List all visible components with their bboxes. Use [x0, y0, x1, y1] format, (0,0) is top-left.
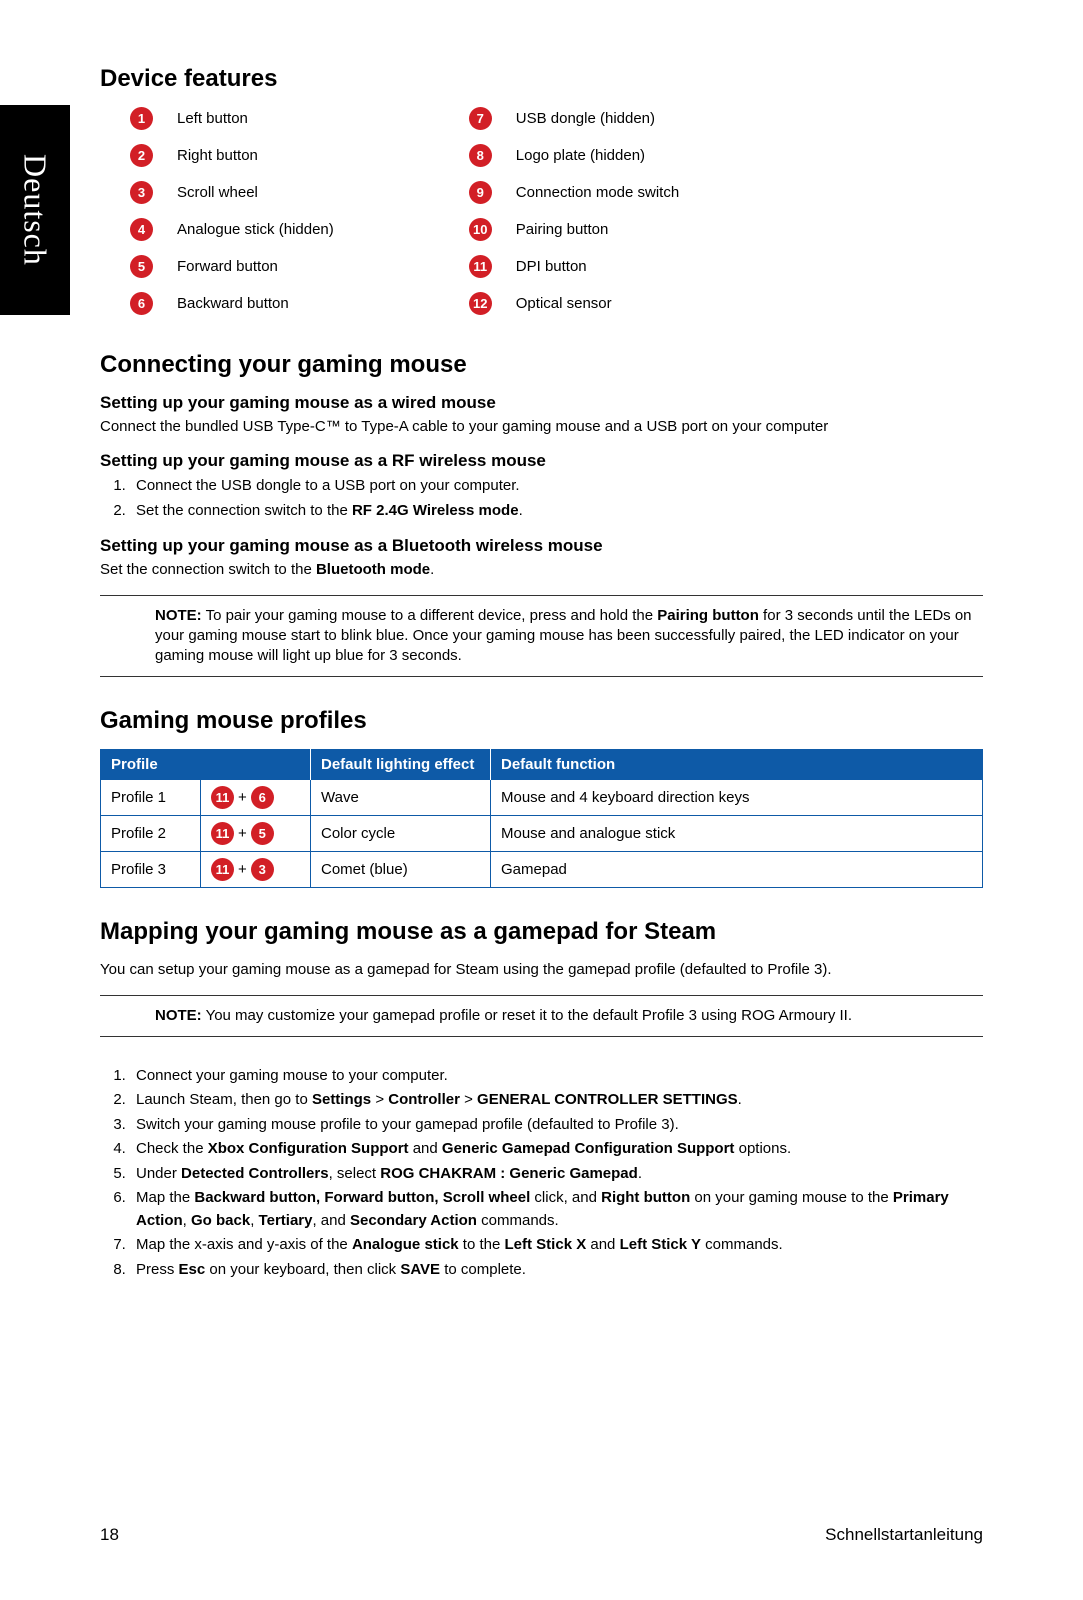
mapping-title: Mapping your gaming mouse as a gamepad f… [100, 918, 983, 946]
feature-row: 6 Backward button [130, 292, 334, 315]
feature-label: Backward button [177, 295, 289, 312]
number-badge: 6 [130, 292, 153, 315]
mapping-note: NOTE: You may customize your gamepad pro… [100, 995, 983, 1037]
number-badge: 11 [469, 255, 492, 278]
profiles-title: Gaming mouse profiles [100, 707, 983, 735]
footer: 18 Schnellstartanleitung [100, 1525, 983, 1545]
number-badge: 2 [130, 144, 153, 167]
map-step-1: Connect your gaming mouse to your comput… [130, 1065, 983, 1088]
page-number: 18 [100, 1525, 119, 1545]
table-row: Profile 3 11+3 Comet (blue) Gamepad [101, 852, 983, 888]
note-label: NOTE: [155, 607, 202, 624]
col-effect: Default lighting effect [311, 750, 491, 780]
number-badge: 3 [251, 858, 274, 881]
feature-row: 10 Pairing button [469, 218, 679, 241]
map-step-6: Map the Backward button, Forward button,… [130, 1187, 983, 1232]
map-step-3: Switch your gaming mouse profile to your… [130, 1114, 983, 1137]
feature-label: Analogue stick (hidden) [177, 221, 334, 238]
col-profile: Profile [101, 750, 311, 780]
number-badge: 8 [469, 144, 492, 167]
feature-row: 3 Scroll wheel [130, 181, 334, 204]
profile-name: Profile 1 [101, 780, 201, 816]
feature-label: Pairing button [516, 221, 609, 238]
footer-title: Schnellstartanleitung [825, 1525, 983, 1545]
features-col-left: 1 Left button 2 Right button 3 Scroll wheel… [130, 107, 334, 315]
bt-heading: Setting up your gaming mouse as a Blueto… [100, 536, 983, 556]
feature-row: 2 Right button [130, 144, 334, 167]
note-label: NOTE: [155, 1007, 202, 1024]
table-row: Profile 1 11+6 Wave Mouse and 4 keyboard… [101, 780, 983, 816]
profile-name: Profile 2 [101, 816, 201, 852]
feature-row: 7 USB dongle (hidden) [469, 107, 679, 130]
feature-row: 8 Logo plate (hidden) [469, 144, 679, 167]
rf-step-1: Connect the USB dongle to a USB port on … [130, 475, 983, 498]
profile-effect: Color cycle [311, 816, 491, 852]
device-features-title: Device features [100, 65, 983, 93]
profile-effect: Comet (blue) [311, 852, 491, 888]
number-badge: 11 [211, 786, 234, 809]
feature-label: Forward button [177, 258, 278, 275]
feature-row: 9 Connection mode switch [469, 181, 679, 204]
feature-row: 12 Optical sensor [469, 292, 679, 315]
number-badge: 4 [130, 218, 153, 241]
feature-label: Scroll wheel [177, 184, 258, 201]
profile-function: Gamepad [491, 852, 983, 888]
profile-combo: 11+6 [201, 780, 311, 816]
map-step-5: Under Detected Controllers, select ROG C… [130, 1163, 983, 1186]
profile-combo: 11+3 [201, 852, 311, 888]
mapping-steps: Connect your gaming mouse to your comput… [100, 1065, 983, 1282]
feature-row: 4 Analogue stick (hidden) [130, 218, 334, 241]
feature-label: Logo plate (hidden) [516, 147, 645, 164]
language-tab-label: Deutsch [17, 154, 54, 266]
connecting-title: Connecting your gaming mouse [100, 351, 983, 379]
pairing-note: NOTE: To pair your gaming mouse to a dif… [100, 595, 983, 678]
map-step-7: Map the x-axis and y-axis of the Analogu… [130, 1234, 983, 1257]
rf-step-2: Set the connection switch to the RF 2.4G… [130, 500, 983, 523]
profile-name: Profile 3 [101, 852, 201, 888]
number-badge: 11 [211, 822, 234, 845]
number-badge: 11 [211, 858, 234, 881]
feature-label: DPI button [516, 258, 587, 275]
rf-steps: Connect the USB dongle to a USB port on … [100, 475, 983, 522]
bt-text: Set the connection switch to the Bluetoo… [100, 560, 983, 580]
profile-function: Mouse and analogue stick [491, 816, 983, 852]
number-badge: 3 [130, 181, 153, 204]
feature-row: 1 Left button [130, 107, 334, 130]
map-step-4: Check the Xbox Configuration Support and… [130, 1138, 983, 1161]
map-step-8: Press Esc on your keyboard, then click S… [130, 1259, 983, 1282]
number-badge: 7 [469, 107, 492, 130]
feature-label: Right button [177, 147, 258, 164]
features-grid: 1 Left button 2 Right button 3 Scroll wheel… [100, 107, 983, 315]
wired-heading: Setting up your gaming mouse as a wired … [100, 393, 983, 413]
mapping-intro: You can setup your gaming mouse as a gam… [100, 960, 983, 980]
connecting-section: Connecting your gaming mouse Setting up … [100, 351, 983, 677]
feature-row: 5 Forward button [130, 255, 334, 278]
profiles-section: Gaming mouse profiles Profile Default li… [100, 707, 983, 888]
feature-row: 11 DPI button [469, 255, 679, 278]
number-badge: 5 [251, 822, 274, 845]
col-function: Default function [491, 750, 983, 780]
number-badge: 5 [130, 255, 153, 278]
language-tab: Deutsch [0, 105, 70, 315]
profiles-table: Profile Default lighting effect Default … [100, 749, 983, 888]
number-badge: 9 [469, 181, 492, 204]
feature-label: Left button [177, 110, 248, 127]
features-col-right: 7 USB dongle (hidden) 8 Logo plate (hidden… [469, 107, 679, 315]
profile-function: Mouse and 4 keyboard direction keys [491, 780, 983, 816]
table-row: Profile 2 11+5 Color cycle Mouse and ana… [101, 816, 983, 852]
wired-text: Connect the bundled USB Type-C™ to Type-… [100, 417, 983, 437]
profile-effect: Wave [311, 780, 491, 816]
feature-label: USB dongle (hidden) [516, 110, 655, 127]
number-badge: 12 [469, 292, 492, 315]
number-badge: 10 [469, 218, 492, 241]
profile-combo: 11+5 [201, 816, 311, 852]
feature-label: Optical sensor [516, 295, 612, 312]
rf-heading: Setting up your gaming mouse as a RF wir… [100, 451, 983, 471]
number-badge: 1 [130, 107, 153, 130]
number-badge: 6 [251, 786, 274, 809]
feature-label: Connection mode switch [516, 184, 679, 201]
device-features-section: Device features 1 Left button 2 Right butt… [100, 65, 983, 315]
map-step-2: Launch Steam, then go to Settings > Cont… [130, 1089, 983, 1112]
mapping-section: Mapping your gaming mouse as a gamepad f… [100, 918, 983, 1281]
